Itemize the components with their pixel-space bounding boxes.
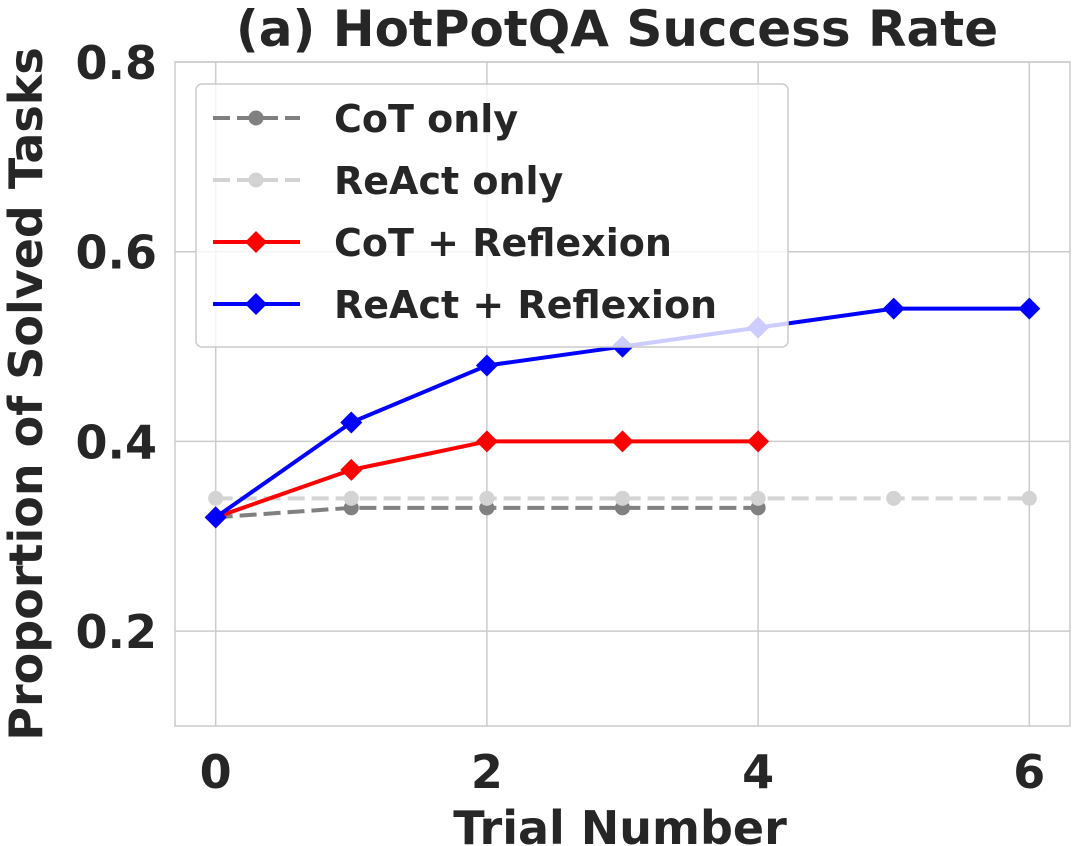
react-only-point — [479, 490, 495, 506]
legend-marker-react-only — [248, 172, 264, 188]
cot-reflexion-point — [340, 458, 363, 481]
react-only-point — [1021, 490, 1037, 506]
x-tick-label: 2 — [471, 745, 503, 799]
legend-entry-react-reflexion: ReAct + Reflexion — [213, 283, 717, 327]
legend: CoT only ReAct only CoT + Reflexion ReAct +… — [195, 83, 789, 348]
legend-label-cot-reflexion: CoT + Reflexion — [334, 221, 672, 265]
legend-entry-cot-reflexion: CoT + Reflexion — [213, 221, 672, 265]
react-reflexion-point — [340, 411, 363, 434]
cot-reflexion-point — [475, 430, 498, 453]
y-tick-label: 0.2 — [76, 605, 158, 659]
series-react-only — [208, 490, 1037, 506]
x-tick-label: 4 — [742, 745, 774, 799]
y-axis-label: Proportion of Solved Tasks — [0, 47, 53, 740]
x-tick-label: 0 — [200, 745, 232, 799]
legend-marker-react-reflexion — [245, 293, 267, 315]
chart-title: (a) HotPotQA Success Rate — [236, 0, 998, 58]
legend-label-react-reflexion: ReAct + Reflexion — [334, 283, 717, 327]
react-reflexion-point — [882, 297, 905, 320]
react-only-point — [615, 490, 630, 506]
legend-entry-cot-only: CoT only — [213, 97, 518, 141]
x-tick-label: 6 — [1013, 745, 1045, 799]
legend-label-react-only: ReAct only — [334, 159, 564, 203]
y-tick-label: 0.6 — [76, 226, 158, 280]
y-tick-label: 0.4 — [76, 415, 158, 469]
plot-frame — [174, 61, 1071, 727]
react-only-point — [208, 490, 224, 506]
legend-marker-cot-reflexion — [245, 231, 267, 253]
react-reflexion-point — [1018, 297, 1041, 320]
legend-marker-cot-only — [248, 110, 264, 126]
react-only-point — [886, 490, 902, 506]
legend-entry-react-only: ReAct only — [213, 159, 564, 203]
cot-reflexion-point — [747, 430, 770, 453]
y-tick-label: 0.8 — [76, 36, 158, 90]
x-tick-labels: 0 2 4 6 — [200, 745, 1046, 799]
legend-box — [195, 83, 789, 348]
x-axis-label: Trial Number — [453, 801, 787, 846]
legend-label-cot-only: CoT only — [334, 97, 518, 141]
react-reflexion-point — [475, 354, 498, 377]
react-reflexion-point — [204, 506, 227, 529]
cot-reflexion-point — [611, 430, 634, 453]
y-tick-labels: 0.2 0.4 0.6 0.8 — [76, 36, 158, 659]
react-only-point — [750, 490, 766, 506]
react-only-point — [343, 490, 359, 506]
